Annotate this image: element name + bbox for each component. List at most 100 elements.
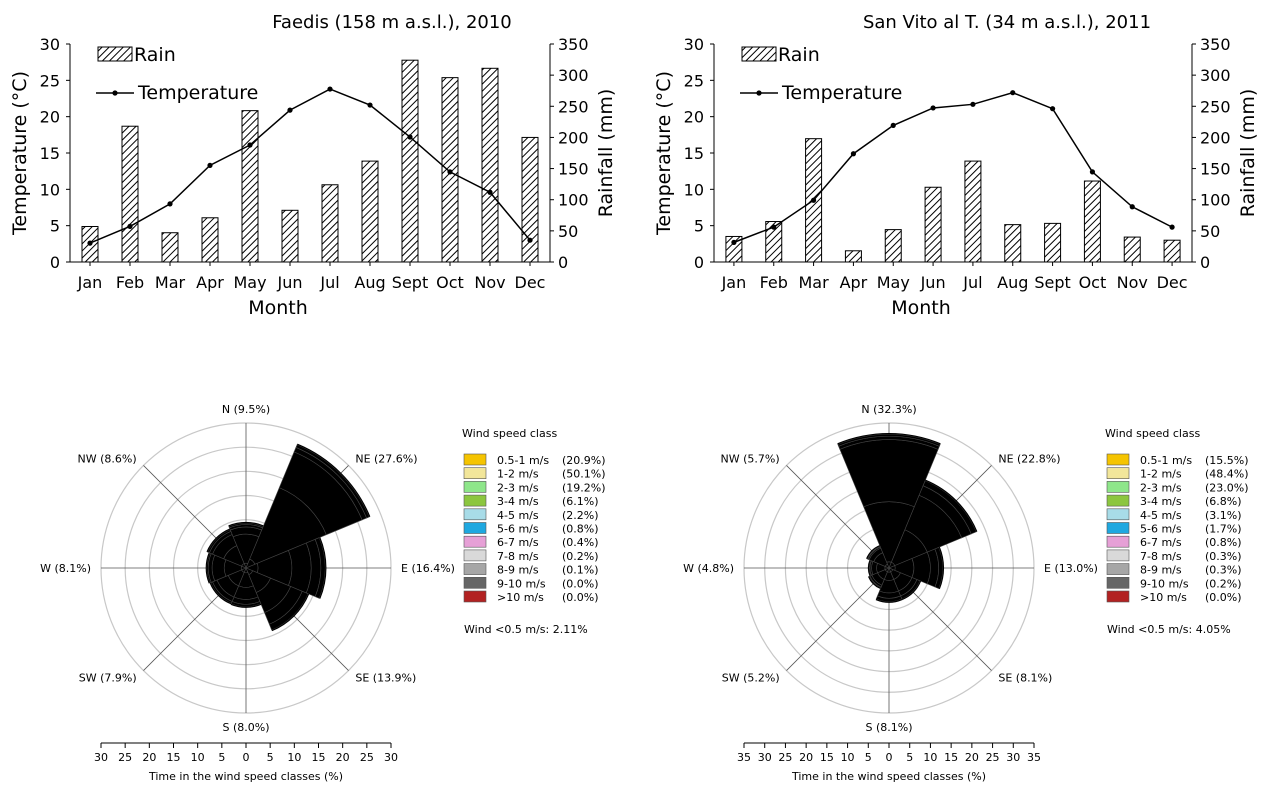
temperature-point bbox=[287, 107, 293, 113]
rain-bar bbox=[884, 229, 902, 263]
temperature-point bbox=[930, 105, 936, 111]
wind-legend-swatch bbox=[463, 563, 487, 575]
wind-legend-label: 4-5 m/s bbox=[497, 509, 539, 522]
legend-rain-swatch bbox=[741, 46, 777, 62]
wind-legend-swatch bbox=[1106, 467, 1130, 480]
temperature-point bbox=[207, 162, 213, 168]
x-tick-label: Apr bbox=[840, 273, 868, 292]
y-tick-label-left: 30 bbox=[684, 35, 704, 54]
x-tick-label: Sept bbox=[392, 273, 428, 292]
wind-legend-swatch bbox=[463, 549, 487, 562]
wind-legend-percent: (0.1%) bbox=[562, 564, 599, 577]
wind-legend-swatch bbox=[463, 453, 487, 466]
wind-legend-percent: (0.0%) bbox=[562, 591, 599, 604]
y-tick-label-left: 5 bbox=[694, 217, 704, 236]
x-tick-label: Jan bbox=[77, 273, 103, 292]
rose-direction-label: NW (8.6%) bbox=[78, 453, 137, 466]
x-axis-title: Month bbox=[248, 297, 308, 319]
rose-scale-label: 5 bbox=[218, 751, 225, 764]
wind-legend-label: 3-4 m/s bbox=[497, 495, 539, 508]
legend-rain-swatch bbox=[97, 46, 133, 62]
y-tick-label-left: 25 bbox=[40, 71, 60, 90]
x-tick-label: Mar bbox=[155, 273, 186, 292]
temperature-line bbox=[733, 91, 1173, 244]
rain-bar bbox=[401, 59, 419, 263]
rose-direction-axis bbox=[786, 567, 890, 671]
temperature-point bbox=[247, 142, 253, 148]
rose-direction-label: W (8.1%) bbox=[40, 562, 91, 575]
wind-legend-label: >10 m/s bbox=[497, 591, 544, 604]
x-tick-label: Oct bbox=[1079, 273, 1107, 292]
wind-legend-label: 3-4 m/s bbox=[1140, 495, 1182, 508]
temperature-point bbox=[1010, 90, 1016, 96]
rose-sector bbox=[268, 590, 309, 631]
temperature-point bbox=[447, 169, 453, 175]
x-tick-label: Nov bbox=[474, 273, 505, 292]
y-tick-label-left: 25 bbox=[684, 71, 704, 90]
rose-sector-edge bbox=[901, 580, 922, 601]
temperature-point bbox=[487, 189, 493, 195]
x-tick-label: Jul bbox=[962, 273, 982, 292]
x-tick-label: Aug bbox=[354, 273, 385, 292]
y-tick-label-right: 0 bbox=[1200, 253, 1210, 272]
x-tick-label: May bbox=[233, 273, 266, 292]
rose-sector-edge bbox=[837, 432, 941, 445]
x-tick-label: Dec bbox=[515, 273, 546, 292]
x-tick-label: Feb bbox=[760, 273, 788, 292]
wind-rose-san-vito: N (32.3%) NE (22.8%) E (13.0%) SE (8.1%) S (… bbox=[683, 403, 1248, 783]
rose-direction-label: SW (5.2%) bbox=[722, 671, 780, 684]
rose-direction-label: NE (22.8%) bbox=[998, 453, 1060, 466]
wind-legend-label: 2-3 m/s bbox=[1140, 481, 1182, 494]
rain-bar bbox=[844, 250, 862, 263]
wind-legend-label: 9-10 m/s bbox=[1140, 577, 1189, 590]
wind-legend-percent: (0.0%) bbox=[562, 577, 599, 590]
rose-scale-label: 20 bbox=[799, 751, 813, 764]
wind-legend-label: 8-9 m/s bbox=[497, 564, 539, 577]
y-tick-label-right: 350 bbox=[558, 35, 589, 54]
legend-temperature-marker bbox=[112, 90, 118, 96]
wind-legend-swatch bbox=[1106, 494, 1130, 507]
rose-scale-label: 15 bbox=[312, 751, 326, 764]
temperature-point bbox=[527, 237, 533, 243]
rain-bar bbox=[161, 232, 179, 263]
x-tick-label: Mar bbox=[798, 273, 829, 292]
x-tick-label: Dec bbox=[1157, 273, 1188, 292]
rose-direction-label: E (16.4%) bbox=[401, 562, 455, 575]
rose-scale-label: 0 bbox=[243, 751, 250, 764]
rose-scale-label: 15 bbox=[944, 751, 958, 764]
rose-direction-label: SE (8.1%) bbox=[998, 671, 1052, 684]
wind-legend-percent: (48.4%) bbox=[1205, 468, 1249, 481]
wind-legend-percent: (0.8%) bbox=[1205, 536, 1242, 549]
wind-legend-percent: (1.7%) bbox=[1205, 523, 1242, 536]
rose-direction-label: S (8.0%) bbox=[222, 721, 269, 734]
wind-legend-swatch bbox=[463, 508, 487, 521]
wind-legend-label: 1-2 m/s bbox=[1140, 468, 1182, 481]
rose-scale-label: 25 bbox=[986, 751, 1000, 764]
temperature-point bbox=[1049, 106, 1056, 112]
wind-legend-label: 6-7 m/s bbox=[1140, 536, 1182, 549]
wind-legend-swatch bbox=[463, 522, 487, 534]
rose-scale-label: 25 bbox=[778, 751, 792, 764]
rain-bar bbox=[1083, 180, 1101, 263]
wind-legend-percent: (0.2%) bbox=[562, 550, 599, 563]
wind-legend-label: 7-8 m/s bbox=[497, 550, 539, 563]
rose-sector-edge bbox=[875, 599, 903, 603]
wind-legend-swatch bbox=[1106, 590, 1130, 603]
temperature-point bbox=[970, 101, 976, 107]
temperature-point bbox=[127, 223, 133, 229]
legend-rain-label: Rain bbox=[134, 44, 176, 66]
rose-direction-label: N (9.5%) bbox=[222, 403, 270, 416]
x-tick-label: Oct bbox=[436, 273, 464, 292]
chart-title: Faedis (158 m a.s.l.), 2010 bbox=[272, 12, 512, 33]
rose-direction-label: SW (7.9%) bbox=[79, 671, 137, 684]
temperature-point bbox=[1169, 224, 1175, 230]
x-tick-label: Aug bbox=[997, 273, 1028, 292]
y-tick-label-right: 200 bbox=[1200, 128, 1231, 147]
y-tick-label-left: 20 bbox=[684, 108, 704, 127]
wind-legend-swatch bbox=[1106, 522, 1130, 534]
temperature-point bbox=[407, 134, 413, 140]
rain-bar bbox=[1123, 236, 1141, 263]
rain-bar bbox=[964, 160, 982, 263]
rose-sector-edge bbox=[938, 546, 945, 590]
